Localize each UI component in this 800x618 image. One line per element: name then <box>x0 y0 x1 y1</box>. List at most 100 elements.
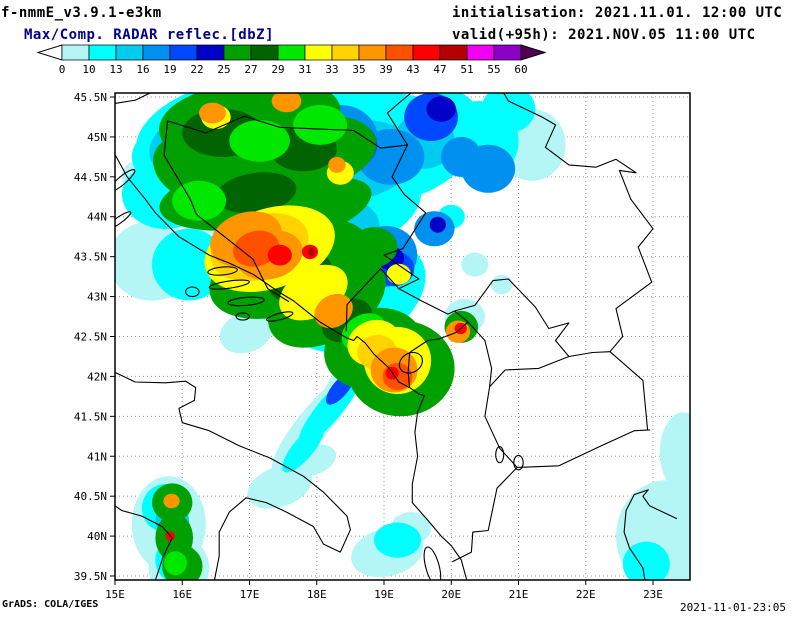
initialisation-time: initialisation: 2021.11.01. 12:00 UTC <box>452 5 783 21</box>
radar-echo <box>247 464 313 509</box>
radar-echo <box>219 311 273 354</box>
lon-tick-label: 18E <box>307 588 327 601</box>
lat-tick-label: 41N <box>87 450 107 463</box>
colorbar-tick-label: 27 <box>244 63 257 76</box>
radar-echo <box>229 120 290 162</box>
radar-echo <box>490 275 513 295</box>
radar-echo <box>461 252 489 277</box>
radar-echo <box>426 96 457 122</box>
radar-echo <box>271 93 302 113</box>
product-title: Max/Comp. RADAR reflec.[dbZ] <box>24 27 275 43</box>
colorbar-tick-label: 35 <box>352 63 365 76</box>
colorbar-tick-label: 43 <box>406 63 419 76</box>
lat-tick-label: 44.5N <box>74 171 107 184</box>
colorbar-tick-label: 13 <box>109 63 122 76</box>
colorbar-tick-label: 31 <box>298 63 311 76</box>
country-border <box>503 93 637 200</box>
radar-echo <box>374 522 421 558</box>
island-outline <box>227 296 265 307</box>
lon-tick-label: 21E <box>509 588 529 601</box>
coastline <box>115 505 173 580</box>
island-outline <box>266 311 294 322</box>
radar-echo <box>481 93 536 133</box>
radar-echo <box>164 551 187 576</box>
lat-tick-label: 45N <box>87 131 107 144</box>
reflectivity-colorbar: 0 10 13 16 19 22 25 27 29 31 33 35 39 43 47 51 55 60 <box>36 44 547 76</box>
radar-echo <box>216 172 297 214</box>
colorbar-tick-label: 51 <box>460 63 473 76</box>
colorbar-tick-label: 55 <box>487 63 500 76</box>
colorbar-tick-label: 16 <box>136 63 149 76</box>
radar-echo <box>152 228 226 301</box>
lon-tick-label: 22E <box>576 588 596 601</box>
colorbar-tick-label: 10 <box>82 63 95 76</box>
radar-echo <box>441 136 482 177</box>
lat-tick-label: 43N <box>87 291 107 304</box>
island-outline <box>207 266 238 276</box>
grads-credit: GrADS: COLA/IGES <box>2 599 99 610</box>
coastline <box>115 153 468 580</box>
radar-echo <box>307 247 316 256</box>
lake-outline <box>513 454 524 471</box>
radar-echo <box>314 293 353 329</box>
radar-echo <box>233 230 280 267</box>
radar-echo <box>163 493 180 509</box>
coastline <box>115 371 351 580</box>
country-border <box>516 429 651 468</box>
lon-tick-label: 23E <box>643 588 663 601</box>
country-border <box>166 93 412 149</box>
coastline <box>623 489 678 580</box>
model-version-label: f-nmmE_v3.9.1-e3km <box>1 5 162 21</box>
country-border <box>609 198 654 353</box>
lat-tick-label: 42.5N <box>74 331 107 344</box>
lat-tick-label: 42N <box>87 370 107 383</box>
lake-outline <box>495 446 505 464</box>
island-outline <box>185 286 200 298</box>
colorbar-tick-label: 47 <box>433 63 446 76</box>
colorbar-right-arrow <box>520 44 547 61</box>
country-border <box>407 310 469 389</box>
lat-tick-label: 44N <box>87 211 107 224</box>
colorbar-tick-label: 60 <box>514 63 527 76</box>
radar-echo <box>429 216 446 233</box>
radar-echo <box>659 412 690 493</box>
lat-tick-label: 41.5N <box>74 410 107 423</box>
country-border <box>452 466 518 563</box>
country-border <box>474 278 570 388</box>
country-border <box>484 386 518 468</box>
island-outline <box>208 279 250 290</box>
lon-tick-label: 20E <box>441 588 461 601</box>
lat-tick-label: 39.5N <box>74 570 107 583</box>
radar-echo <box>293 104 347 145</box>
radar-echo <box>622 541 670 580</box>
lat-tick-label: 45.5N <box>74 91 107 104</box>
lon-tick-label: 16E <box>172 588 192 601</box>
lat-tick-label: 40.5N <box>74 490 107 503</box>
radar-echo <box>328 156 346 173</box>
lon-tick-label: 19E <box>374 588 394 601</box>
island-outline <box>423 546 442 580</box>
country-border <box>609 351 649 431</box>
generation-timestamp: 2021-11-01-23:05 <box>680 601 786 614</box>
island-outline <box>115 169 136 193</box>
radar-echo <box>267 244 292 266</box>
country-border <box>398 288 476 315</box>
colorbar-tick-label: 0 <box>59 63 66 76</box>
radar-echo <box>350 227 398 268</box>
country-border <box>467 321 493 388</box>
valid-time: valid(+95h): 2021.NOV.05 11:00 UTC <box>452 27 756 43</box>
lat-tick-label: 40N <box>87 530 107 543</box>
colorbar-tick-label: 33 <box>325 63 338 76</box>
lon-tick-label: 17E <box>240 588 260 601</box>
radar-echo <box>199 102 226 124</box>
colorbar-tick-label: 22 <box>190 63 203 76</box>
island-outline <box>235 312 251 321</box>
country-border <box>568 351 611 358</box>
country-border <box>163 120 290 302</box>
country-border <box>115 93 151 104</box>
radar-echo <box>282 424 325 473</box>
colorbar-tick-label: 29 <box>271 63 284 76</box>
lake-outline <box>398 351 423 374</box>
lon-tick-label: 15E <box>105 588 125 601</box>
